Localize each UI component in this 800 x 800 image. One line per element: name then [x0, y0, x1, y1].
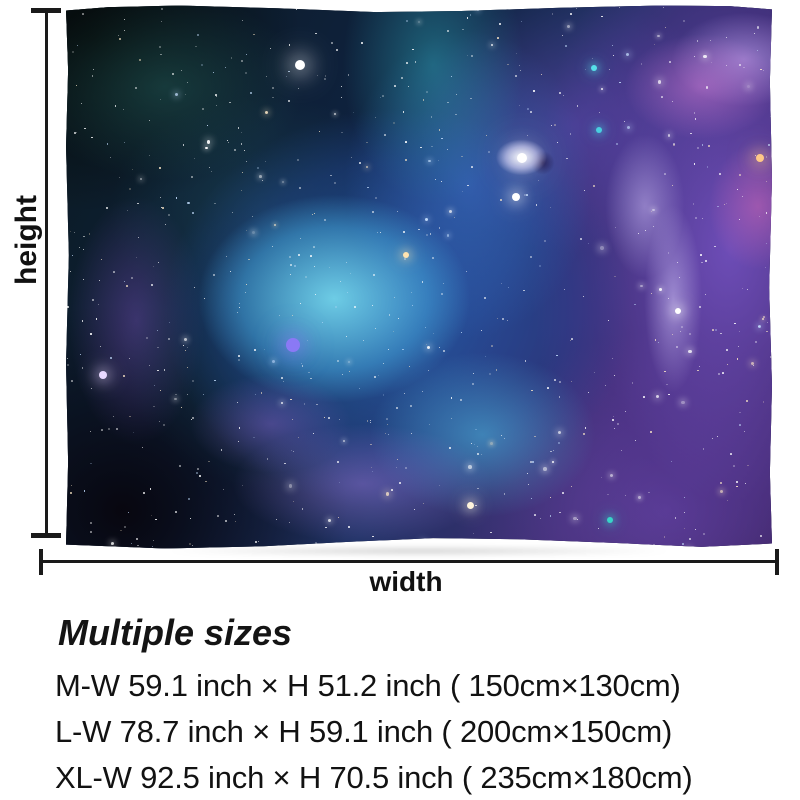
- height-label: height: [10, 195, 43, 285]
- bright-star: [295, 60, 305, 70]
- width-label: width: [369, 566, 443, 597]
- bright-star: [99, 371, 107, 379]
- bright-star: [517, 153, 527, 163]
- height-dimension-line: [45, 10, 48, 537]
- bright-star: [756, 154, 764, 162]
- galaxy-tapestry-photo: [66, 5, 772, 549]
- width-dimension-tick-left: [39, 549, 43, 575]
- height-dimension-tick-bottom: [31, 533, 61, 538]
- size-option-xl: XL-W 92.5 inch × H 70.5 inch ( 235cm×180…: [55, 760, 693, 795]
- bright-star: [596, 127, 602, 133]
- width-dimension-line: [40, 560, 778, 563]
- bright-star: [403, 252, 409, 258]
- bright-star: [675, 308, 681, 314]
- size-option-l: L-W 78.7 inch × H 59.1 inch ( 200cm×150c…: [55, 714, 673, 749]
- width-dimension-tick-right: [775, 549, 779, 575]
- sizes-heading: Multiple sizes: [58, 612, 293, 653]
- bright-star: [512, 193, 520, 201]
- star-field: [66, 5, 772, 549]
- bright-star: [286, 338, 300, 352]
- bright-star: [466, 501, 474, 509]
- bright-star: [591, 65, 597, 71]
- photo-drop-shadow: [76, 545, 762, 557]
- size-option-m: M-W 59.1 inch × H 51.2 inch ( 150cm×130c…: [55, 668, 681, 703]
- height-dimension-tick-top: [31, 8, 61, 13]
- bright-star: [607, 517, 613, 523]
